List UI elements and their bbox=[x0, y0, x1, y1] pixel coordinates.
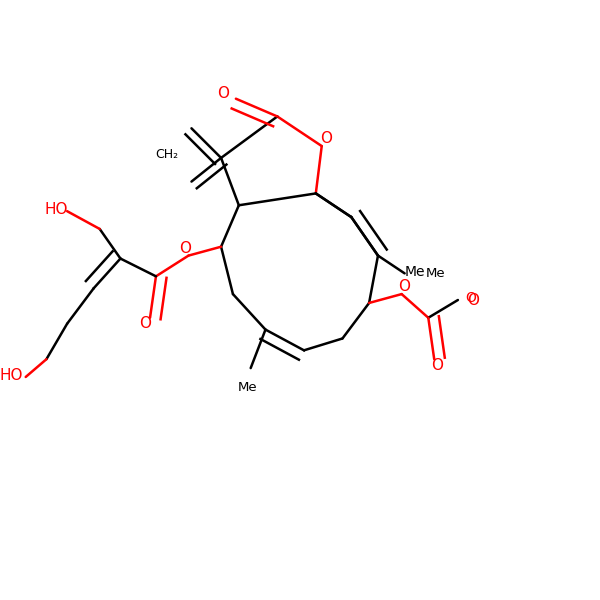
Text: O: O bbox=[217, 86, 229, 101]
Text: Me: Me bbox=[238, 381, 257, 394]
Text: O: O bbox=[467, 293, 479, 308]
Text: O: O bbox=[179, 241, 191, 256]
Text: O: O bbox=[466, 291, 476, 305]
Text: CH₂: CH₂ bbox=[155, 148, 178, 161]
Text: O: O bbox=[431, 358, 443, 373]
Text: HO: HO bbox=[45, 202, 68, 217]
Text: O: O bbox=[398, 280, 410, 295]
Text: Me: Me bbox=[425, 267, 445, 280]
Text: O: O bbox=[320, 131, 332, 146]
Text: O: O bbox=[139, 316, 151, 331]
Text: Me: Me bbox=[405, 265, 425, 278]
Text: HO: HO bbox=[0, 368, 23, 383]
